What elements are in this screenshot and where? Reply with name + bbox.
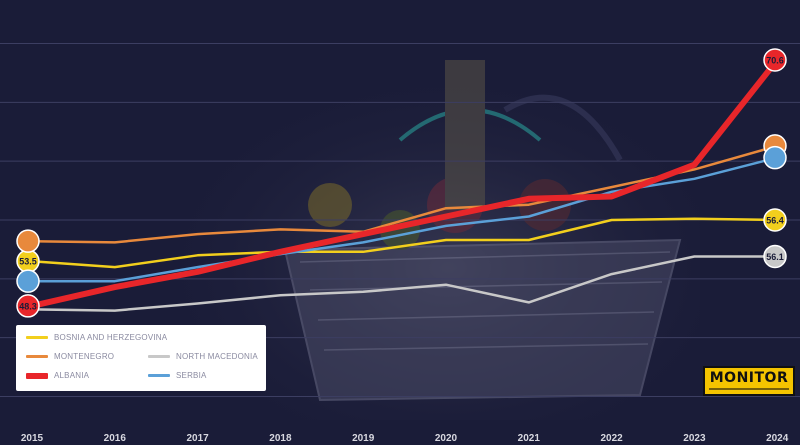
x-tick-label: 2019: [352, 433, 375, 444]
start-marker-albania-label: 48.3: [19, 301, 37, 311]
legend-swatch-north-macedonia: [148, 355, 170, 358]
series-line-north-macedonia: [30, 255, 779, 312]
x-tick-label: 2024: [766, 433, 789, 444]
x-tick-label: 2018: [269, 433, 292, 444]
start-marker-bosnia-and-herzegovina-label: 53.5: [19, 257, 37, 267]
legend-swatch-montenegro: [26, 355, 48, 358]
legend-label-montenegro: MONTENEGRO: [54, 352, 115, 361]
x-tick-label: 2020: [435, 433, 458, 444]
x-tick-label: 2021: [518, 433, 541, 444]
x-tick-label: 2016: [104, 433, 127, 444]
legend-item-north-macedonia: NORTH MACEDONIA: [148, 352, 258, 361]
legend-item-serbia: SERBIA: [148, 371, 207, 380]
series-line-serbia: [30, 156, 779, 283]
legend-swatch-serbia: [148, 374, 170, 377]
x-axis: 2015 2016 2017 2018 2019 2020 2021 2022 2023 2024: [21, 433, 789, 444]
end-marker-north-macedonia: [763, 244, 787, 269]
series-line-bosnia-and-herzegovina: [30, 217, 779, 269]
legend: BOSNIA AND HERZEGOVINA MONTENEGRO NORTH …: [16, 325, 266, 391]
legend-label-north-macedonia: NORTH MACEDONIA: [176, 352, 258, 361]
legend-swatch-bosnia: [26, 336, 48, 339]
start-marker-montenegro: [16, 229, 40, 253]
series-line-albania: [29, 57, 781, 309]
start-marker-albania: [16, 294, 40, 318]
x-tick-label: 2015: [21, 433, 44, 444]
legend-label-albania: ALBANIA: [54, 371, 90, 380]
monitor-logo: MONITOR: [703, 366, 795, 396]
end-marker-serbia: [763, 145, 787, 170]
series-layer: [29, 57, 781, 312]
end-marker-bosnia-and-herzegovina-label: 56.4: [766, 216, 784, 226]
x-tick-label: 2023: [683, 433, 706, 444]
legend-label-serbia: SERBIA: [176, 371, 207, 380]
end-marker-bosnia-and-herzegovina: [763, 208, 787, 232]
logo-rule: [709, 388, 789, 390]
x-tick-label: 2017: [186, 433, 209, 444]
marker-layer: 53.5 56.4 56.1 48.3 70.6: [16, 48, 787, 318]
logo-text: MONITOR: [709, 370, 789, 386]
legend-swatch-albania: [26, 372, 48, 379]
start-marker-serbia: [16, 269, 40, 293]
legend-item-montenegro: MONTENEGRO: [26, 352, 114, 361]
legend-item-bosnia: BOSNIA AND HERZEGOVINA: [26, 333, 167, 342]
end-marker-albania: [763, 48, 787, 72]
legend-label-bosnia: BOSNIA AND HERZEGOVINA: [54, 333, 168, 342]
legend-item-albania: ALBANIA: [26, 371, 89, 380]
x-tick-label: 2022: [600, 433, 623, 444]
end-marker-north-macedonia-label: 56.1: [766, 252, 784, 262]
end-marker-albania-label: 70.6: [766, 56, 784, 66]
